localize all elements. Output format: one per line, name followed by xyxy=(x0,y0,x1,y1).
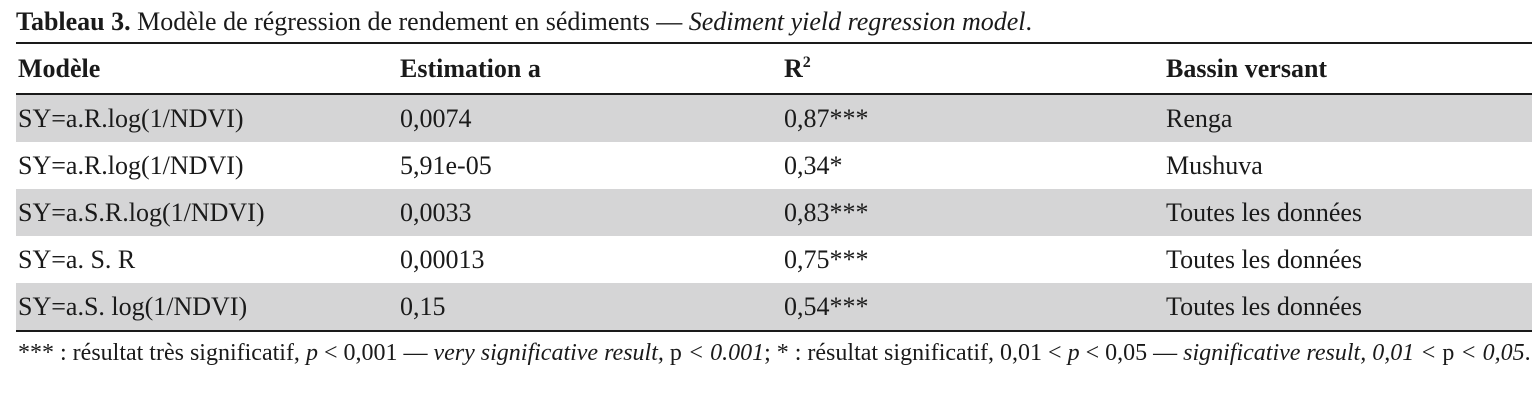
cell-estimate: 0,00013 xyxy=(400,244,485,274)
cell-r2: 0,87*** xyxy=(782,94,1164,142)
table-row: SY=a. S. R 0,00013 0,75*** Toutes les do… xyxy=(16,236,1532,283)
cell-model: SY=a.S.R.log(1/NDVI) xyxy=(16,189,398,236)
cell-r2: 0,34* xyxy=(784,150,843,180)
footnote-part: p xyxy=(305,340,318,366)
cell-r2: 0,54*** xyxy=(782,283,1164,332)
caption-label: Tableau 3. xyxy=(16,7,131,36)
cell-model: SY=a.R.log(1/NDVI) xyxy=(16,94,398,142)
cell-basin: Toutes les données xyxy=(1166,244,1363,274)
footnote-part: *** : résultat très significatif, xyxy=(18,340,306,366)
footnote-part: . xyxy=(1524,340,1531,366)
footnote-part: p xyxy=(1067,340,1080,366)
footnote-part: < 0.001 xyxy=(687,340,765,366)
header-r2-base: R xyxy=(784,53,803,83)
cell-r2: 0,75*** xyxy=(784,244,869,274)
footnote-part: p xyxy=(1436,340,1461,366)
footnote-part: < 0,05 — xyxy=(1079,340,1184,366)
header-r2: R2 xyxy=(782,44,1164,95)
footnote-part: < 0,05 xyxy=(1460,340,1525,366)
caption-title-fr: Modèle de régression de rendement en séd… xyxy=(130,7,689,36)
cell-basin: Toutes les données xyxy=(1164,189,1532,236)
table-row: SY=a.R.log(1/NDVI) 5,91e-05 0,34* Mushuv… xyxy=(16,142,1532,189)
caption-end: . xyxy=(1025,7,1032,36)
header-estimate: Estimation a xyxy=(398,44,782,95)
cell-basin: Toutes les données xyxy=(1164,283,1532,332)
table-row: SY=a.R.log(1/NDVI) 0,0074 0,87*** Renga xyxy=(16,94,1532,142)
cell-estimate: 5,91e-05 xyxy=(400,150,492,180)
cell-estimate: 0,0033 xyxy=(398,189,782,236)
document-page: Tableau 3. Modèle de régression de rende… xyxy=(16,4,1532,369)
regression-table: Modèle Estimation a R2 Bassin versant SY… xyxy=(16,44,1532,332)
cell-estimate: 0,15 xyxy=(398,283,782,332)
cell-r2: 0,83*** xyxy=(782,189,1164,236)
cell-basin: Renga xyxy=(1164,94,1532,142)
footnote-part: < 0,001 — xyxy=(317,340,434,366)
header-basin: Bassin versant xyxy=(1164,44,1532,95)
cell-estimate: 0,0074 xyxy=(398,94,782,142)
table-footnote: *** : résultat très significatif, p < 0,… xyxy=(16,338,1532,369)
footnote-part: ; * : résultat significatif, 0,01 < xyxy=(764,340,1068,366)
table-header-row: Modèle Estimation a R2 Bassin versant xyxy=(16,44,1532,95)
cell-model: SY=a.S. log(1/NDVI) xyxy=(16,283,398,332)
table-row: SY=a.S. log(1/NDVI) 0,15 0,54*** Toutes … xyxy=(16,283,1532,332)
header-model: Modèle xyxy=(16,44,398,95)
footnote-part: p xyxy=(663,340,688,366)
table-row: SY=a.S.R.log(1/NDVI) 0,0033 0,83*** Tout… xyxy=(16,189,1532,236)
footnote-part: significative result, 0,01 < xyxy=(1183,340,1437,366)
caption-title-en: Sediment yield regression model xyxy=(688,7,1026,36)
footnote-part: very significative result, xyxy=(433,340,664,366)
table-caption: Tableau 3. Modèle de régression de rende… xyxy=(16,4,1532,44)
cell-model: SY=a.R.log(1/NDVI) xyxy=(18,150,244,180)
cell-basin: Mushuva xyxy=(1166,150,1263,180)
cell-model: SY=a. S. R xyxy=(18,244,136,274)
header-r2-superscript: 2 xyxy=(802,53,811,71)
